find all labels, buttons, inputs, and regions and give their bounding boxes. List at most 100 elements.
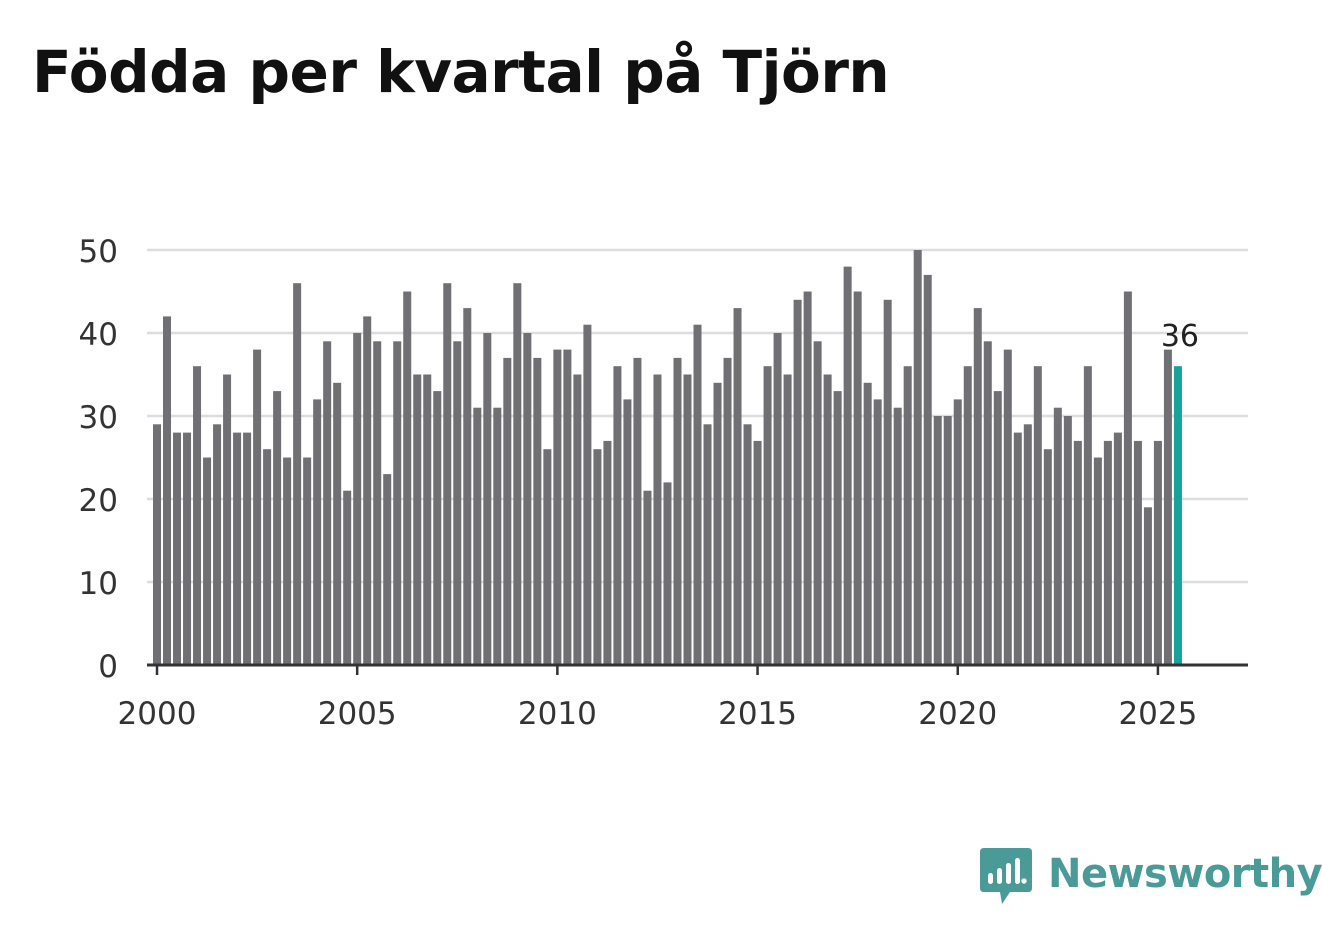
newsworthy-logo-icon <box>980 848 1032 904</box>
bar <box>783 374 792 665</box>
y-tick-label: 40 <box>79 317 118 353</box>
y-tick-label: 50 <box>79 234 118 270</box>
bar <box>443 283 452 665</box>
bar <box>523 333 532 665</box>
bar <box>993 391 1002 665</box>
chart-title: Födda per kvartal på Tjörn <box>32 38 890 106</box>
y-tick-label: 0 <box>98 649 118 685</box>
bar <box>693 324 702 665</box>
bar <box>1143 507 1152 665</box>
bar <box>843 266 852 665</box>
x-tick-label: 2000 <box>118 696 197 732</box>
bar <box>903 366 912 665</box>
bar <box>623 399 632 665</box>
bar <box>303 457 312 665</box>
bar <box>283 457 292 665</box>
bar <box>683 374 692 665</box>
bar <box>753 440 762 665</box>
x-tick-label: 2020 <box>918 696 997 732</box>
bar <box>773 333 782 665</box>
bar <box>363 316 372 665</box>
bar <box>483 333 492 665</box>
bar <box>263 449 272 665</box>
bar <box>883 299 892 665</box>
bar <box>963 366 972 665</box>
bar <box>1083 366 1092 665</box>
bar <box>973 308 982 665</box>
bar <box>383 474 392 665</box>
bar <box>643 490 652 665</box>
bar <box>1043 449 1052 665</box>
bar <box>473 407 482 665</box>
bar <box>873 399 882 665</box>
bar <box>553 349 562 665</box>
bar <box>243 432 252 665</box>
bar <box>633 357 642 665</box>
bar <box>433 391 442 665</box>
bar <box>323 341 332 665</box>
bar <box>1113 432 1122 665</box>
bar <box>543 449 552 665</box>
bar <box>613 366 622 665</box>
bar <box>503 357 512 665</box>
bar <box>1163 349 1172 665</box>
brand-logo[interactable]: Newsworthy <box>980 848 1322 910</box>
bar <box>203 457 212 665</box>
bar <box>703 424 712 665</box>
bar <box>313 399 322 665</box>
bar <box>213 424 222 665</box>
bar <box>813 341 822 665</box>
bar <box>183 432 192 665</box>
bar <box>1013 432 1022 665</box>
x-tick-label: 2025 <box>1118 696 1197 732</box>
bar <box>193 366 202 665</box>
bar <box>663 482 672 665</box>
bar <box>1093 457 1102 665</box>
bar <box>233 432 242 665</box>
bar-data-label: 36 <box>1161 319 1199 354</box>
bar <box>923 274 932 665</box>
bar <box>1023 424 1032 665</box>
bar <box>953 399 962 665</box>
bar <box>453 341 462 665</box>
bar <box>273 391 282 665</box>
bar <box>293 283 302 665</box>
bar <box>653 374 662 665</box>
bar <box>833 391 842 665</box>
bar <box>603 440 612 665</box>
axes <box>147 663 1248 675</box>
bar <box>423 374 432 665</box>
bar <box>223 374 232 665</box>
bar <box>893 407 902 665</box>
y-tick-label: 10 <box>79 566 118 602</box>
bar <box>163 316 172 665</box>
bar <box>253 349 262 665</box>
bar <box>373 341 382 665</box>
bar <box>803 291 812 665</box>
x-tick-label: 2015 <box>718 696 797 732</box>
y-tick-label: 20 <box>79 483 118 519</box>
bar <box>743 424 752 665</box>
bar <box>793 299 802 665</box>
bar-highlight <box>1173 366 1182 665</box>
bar <box>403 291 412 665</box>
x-tick-label: 2010 <box>518 696 597 732</box>
bar <box>593 449 602 665</box>
bar <box>513 283 522 665</box>
tick-labels: 0 10 20 30 40 50 36 2000 2005 2010 2015 2020 2025 <box>79 234 1199 732</box>
bar <box>573 374 582 665</box>
bar <box>713 382 722 665</box>
bar <box>1133 440 1142 665</box>
bar <box>463 308 472 665</box>
bar <box>933 416 942 665</box>
bar <box>1053 407 1062 665</box>
bar <box>723 357 732 665</box>
bar <box>1063 416 1072 665</box>
bar <box>943 416 952 665</box>
bar <box>343 490 352 665</box>
bar <box>413 374 422 665</box>
bar-series <box>153 250 1182 665</box>
bar <box>763 366 772 665</box>
bar <box>1003 349 1012 665</box>
